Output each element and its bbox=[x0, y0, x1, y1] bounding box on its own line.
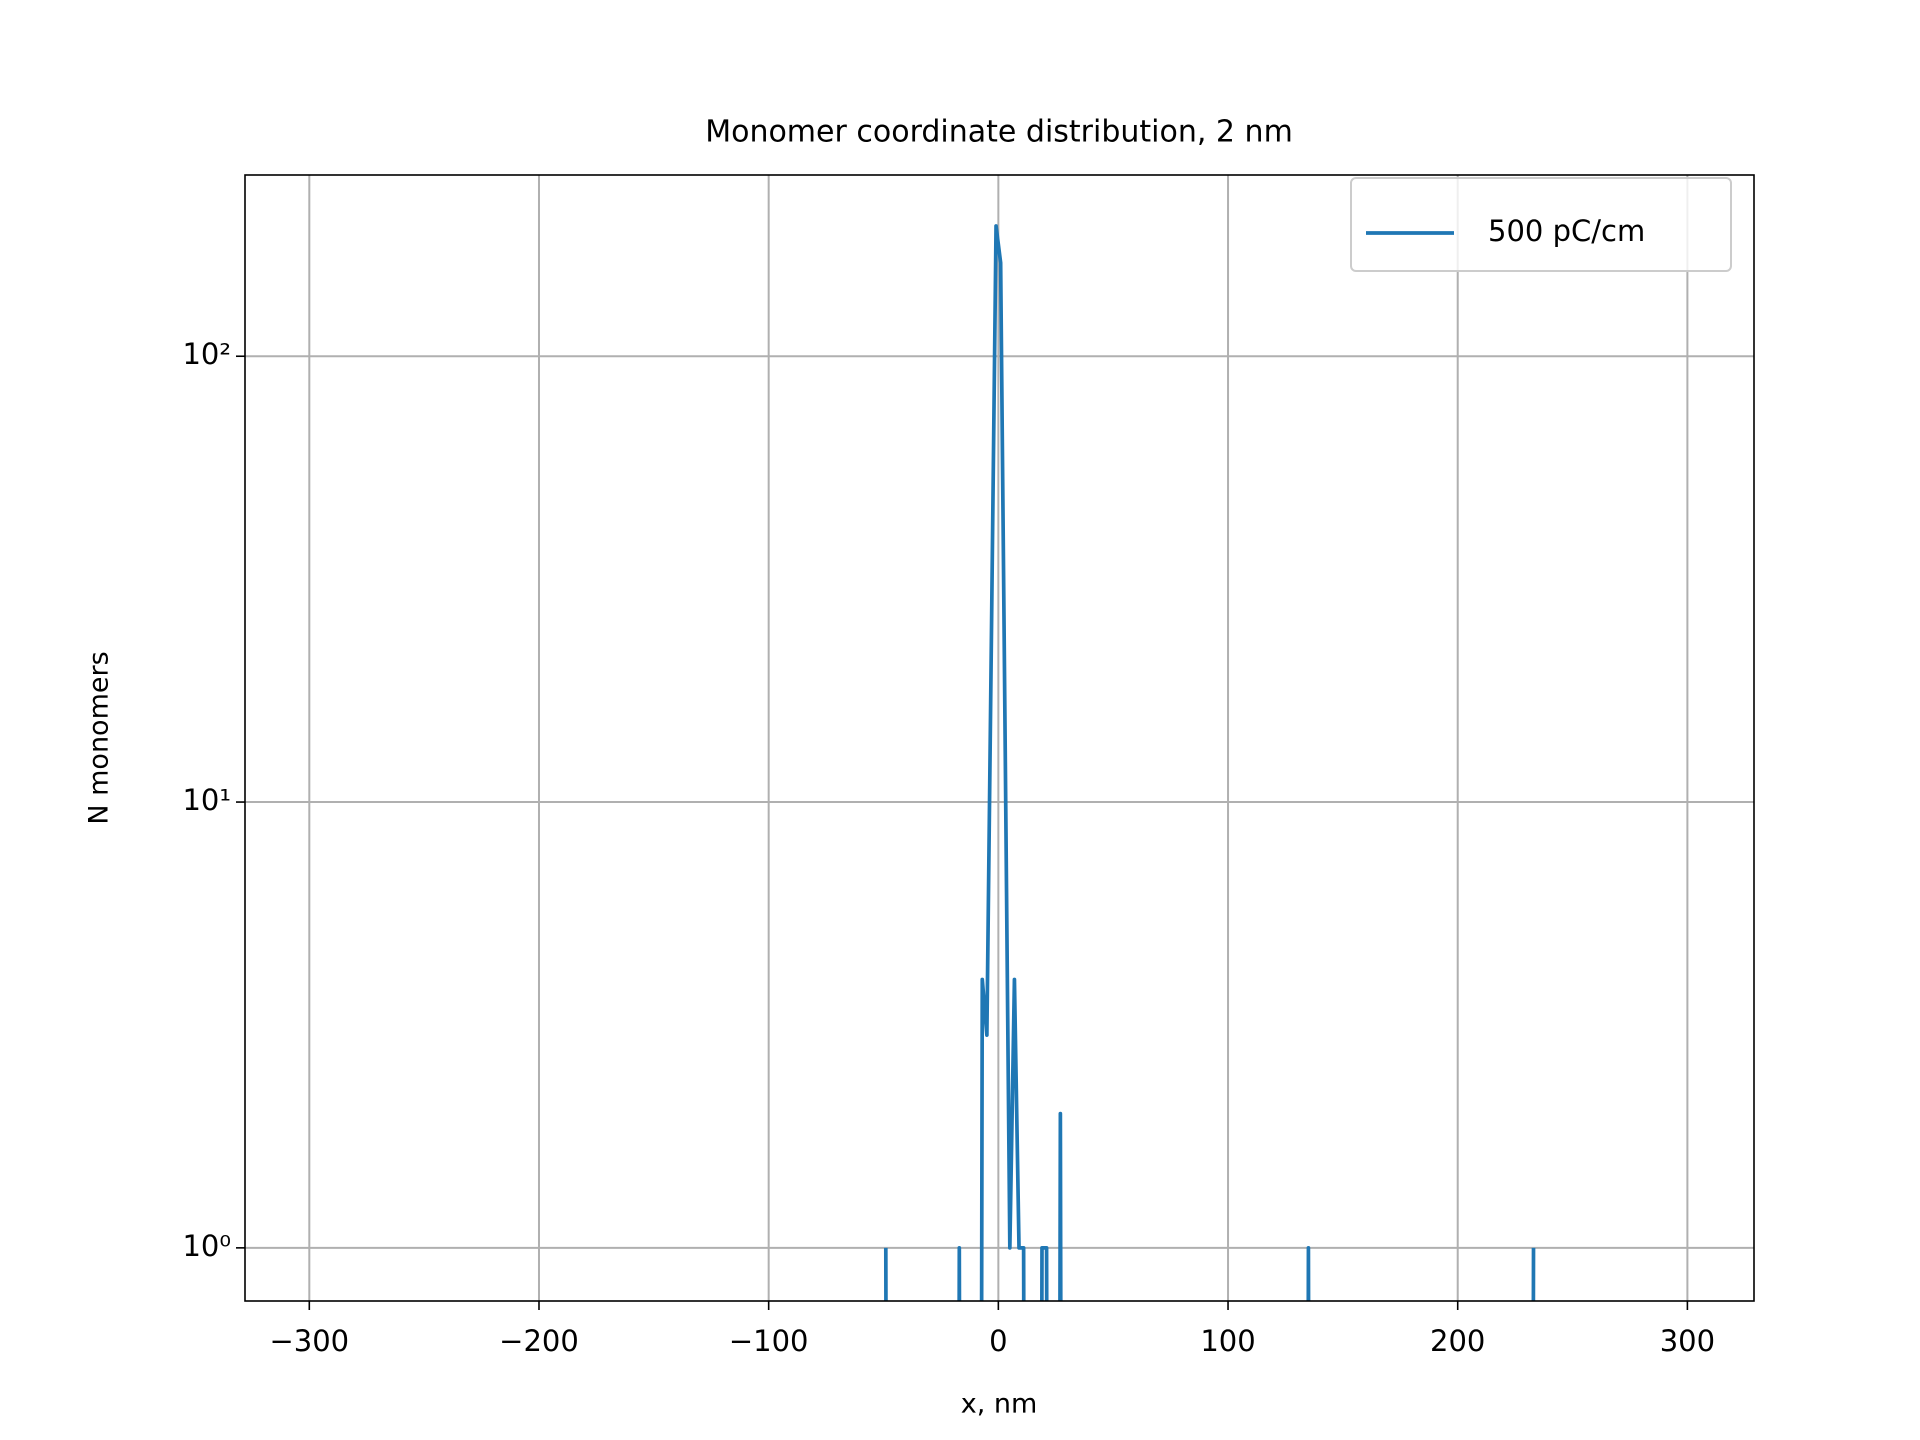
x-tick-label: 100 bbox=[1200, 1324, 1255, 1358]
x-tick-label: 200 bbox=[1430, 1324, 1485, 1358]
axes-frame bbox=[244, 174, 1755, 1302]
legend-box bbox=[1350, 177, 1732, 272]
x-tick-label: 0 bbox=[989, 1324, 1007, 1358]
data-line bbox=[883, 224, 1536, 1301]
legend-label: 500 pC/cm bbox=[1488, 214, 1645, 248]
legend: 500 pC/cm bbox=[1350, 177, 1732, 272]
y-tick-label: 10² bbox=[182, 337, 231, 371]
x-tick-label: −100 bbox=[729, 1324, 809, 1358]
y-tick-label: 10⁰ bbox=[182, 1229, 231, 1263]
x-axis-label: x, nm bbox=[961, 1389, 1038, 1420]
y-tick-label: 10¹ bbox=[182, 783, 231, 817]
plot-area bbox=[883, 224, 1536, 1301]
x-tick-label: −300 bbox=[269, 1324, 349, 1358]
chart-title: Monomer coordinate distribution, 2 nm bbox=[705, 115, 1293, 150]
x-tick-label: −200 bbox=[499, 1324, 579, 1358]
x-tick-label: 300 bbox=[1660, 1324, 1715, 1358]
ticks: −300 −200 −100 0 100 200 300 10⁰ 10¹ 10² bbox=[182, 337, 1715, 1358]
y-axis-label: N monomers bbox=[84, 651, 115, 824]
grid bbox=[245, 175, 1754, 1301]
